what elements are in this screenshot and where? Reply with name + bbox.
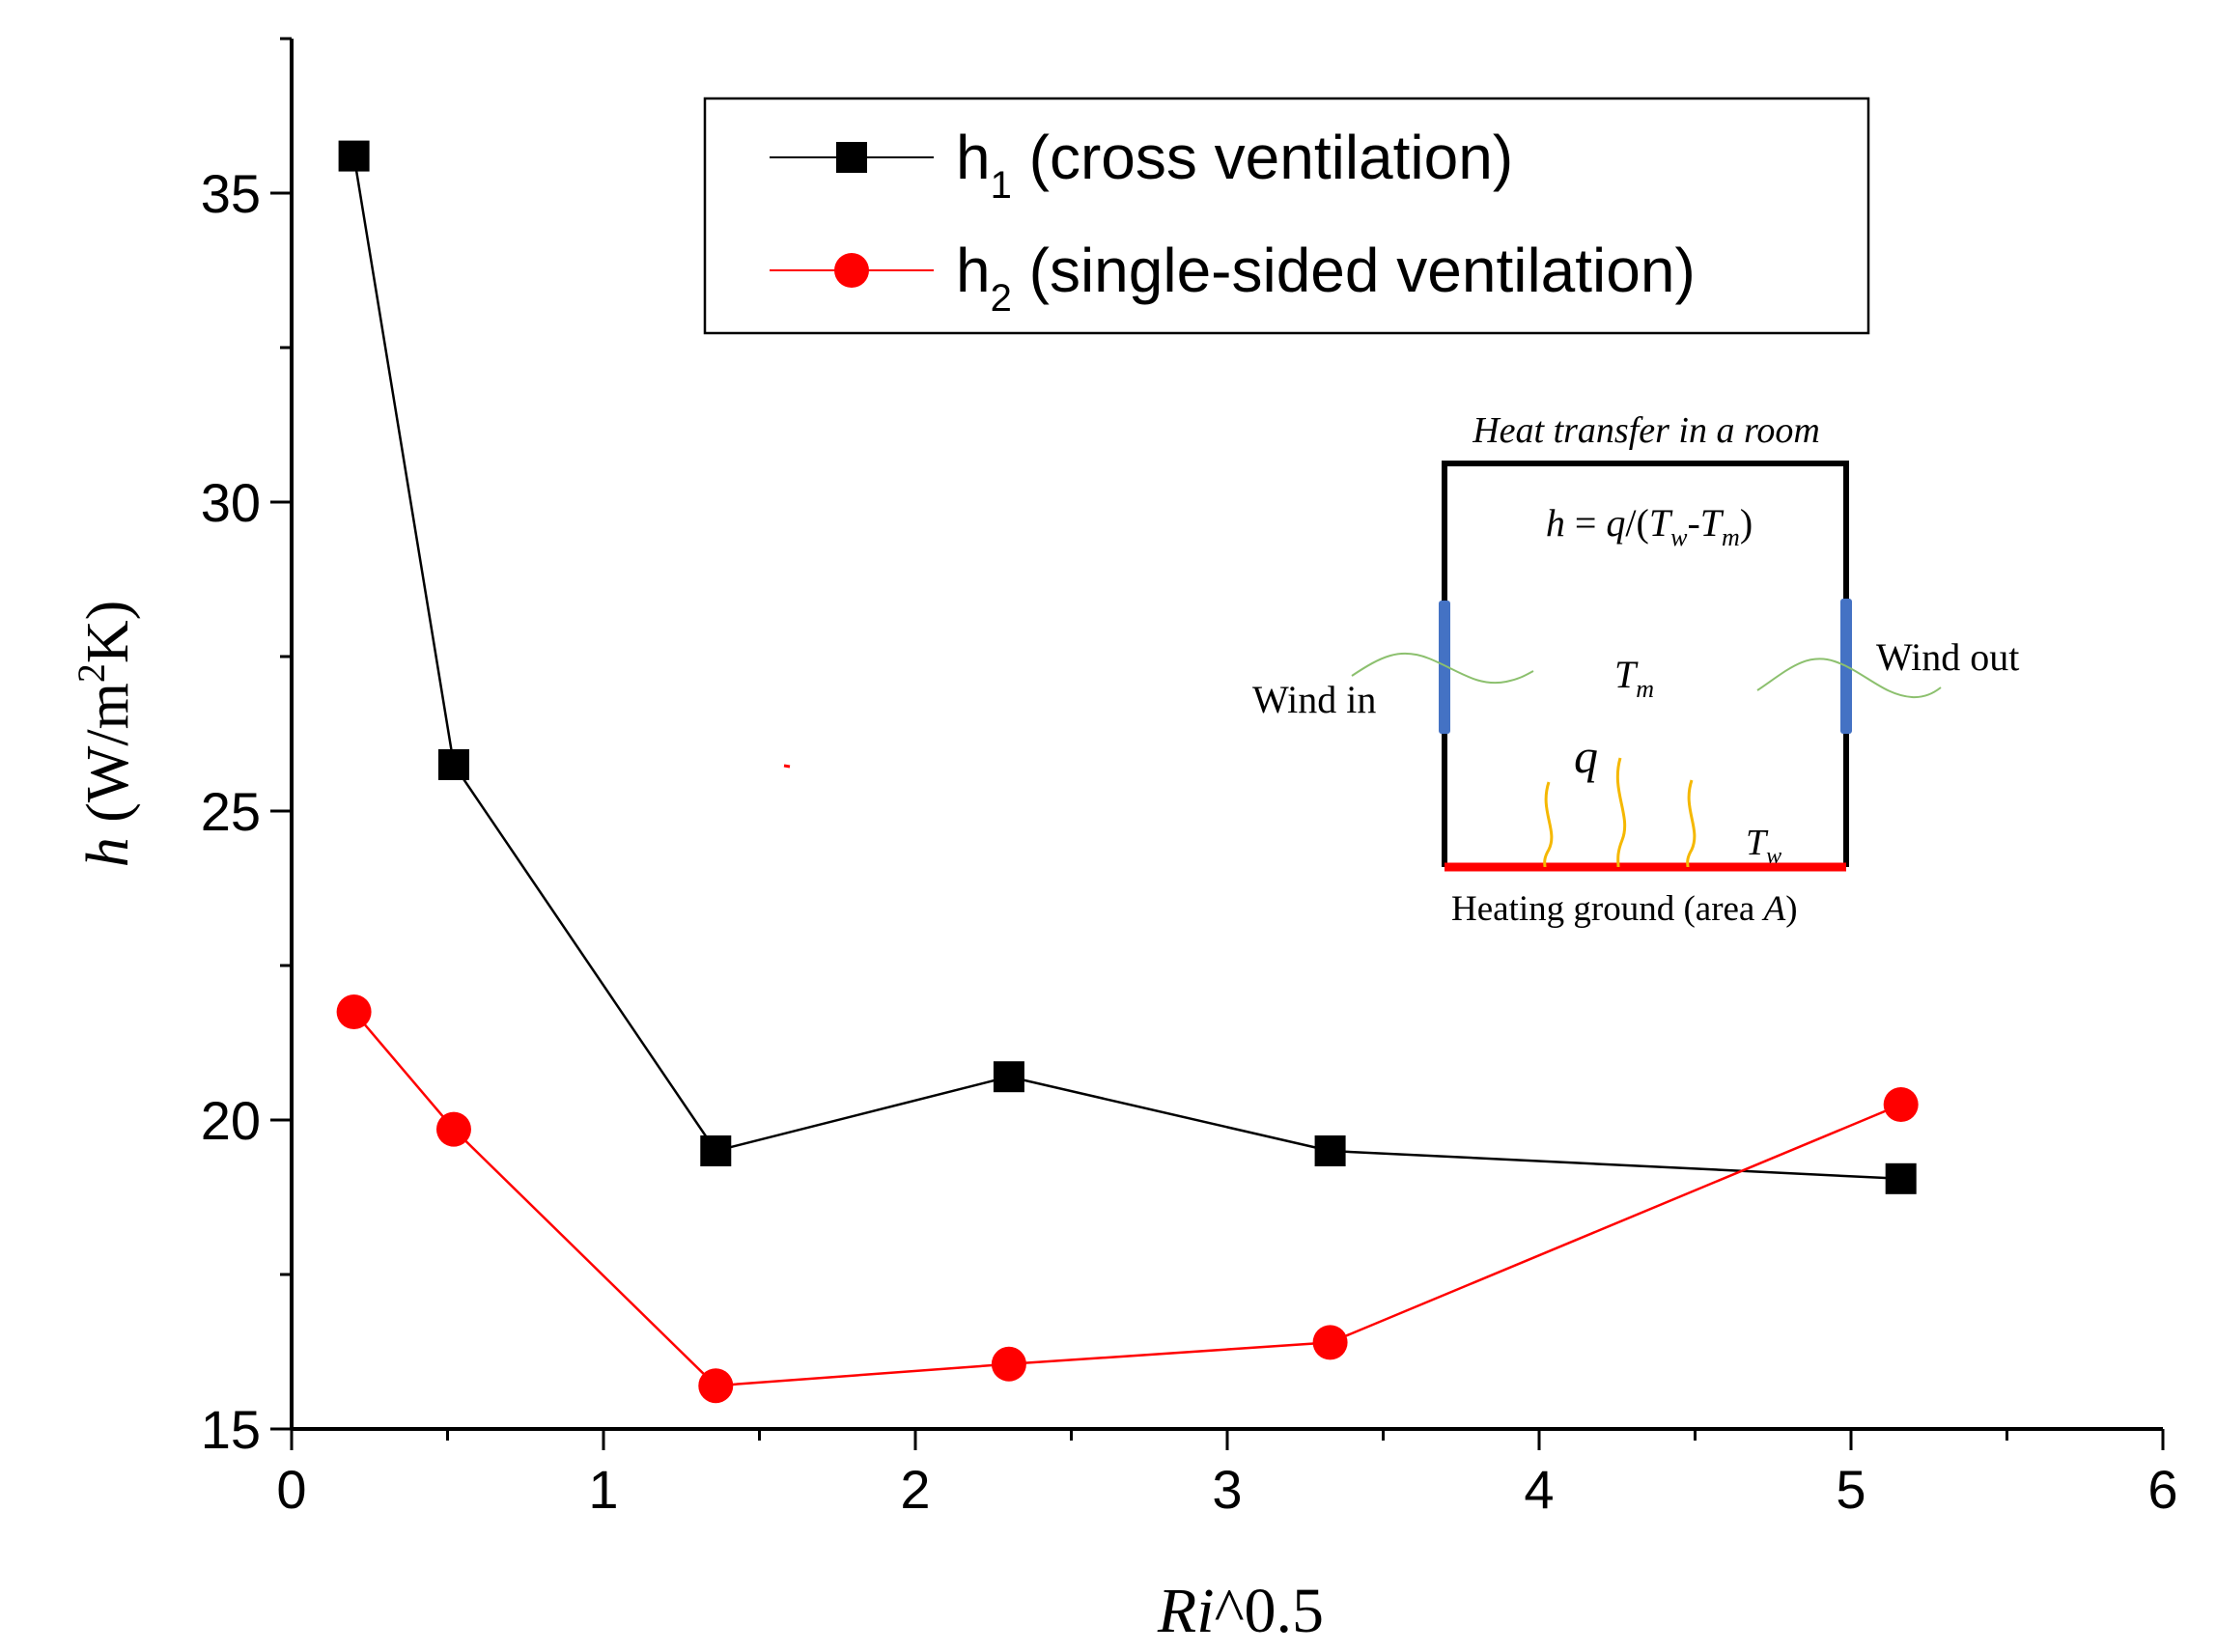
legend-label-h1: h1 (cross ventilation)	[956, 123, 1513, 207]
tm-label: Tm	[1614, 653, 1654, 703]
legend-box	[703, 97, 1870, 335]
inset-formula: h = q/(Tw-Tm)	[1546, 501, 1753, 551]
inset-title: Heat transfer in a room	[1472, 410, 1820, 451]
axis-ticks	[270, 37, 2165, 1450]
svg-text:h (W/m2K): h (W/m2K)	[70, 601, 141, 868]
x-tick-label: 4	[1524, 1459, 1554, 1520]
series-line-h2	[352, 1011, 1902, 1387]
legend-label-h2: h2 (single-sided ventilation)	[956, 236, 1696, 320]
x-tick-label: 2	[900, 1459, 930, 1520]
heat-wave-icon	[1686, 779, 1697, 868]
tw-label: Tw	[1746, 823, 1781, 869]
y-tick-label: 30	[201, 472, 261, 533]
window-left	[1439, 601, 1450, 734]
wind-out-icon	[1756, 658, 1942, 699]
ground-label: Heating ground (area A)	[1451, 889, 1798, 929]
x-tick-label: 5	[1836, 1459, 1865, 1520]
data-point-h1	[338, 140, 370, 172]
data-point-h2	[1883, 1087, 1919, 1122]
wind-in-label: Wind in	[1252, 678, 1376, 721]
x-tick-label: 0	[276, 1459, 306, 1520]
heat-wave-icon	[1543, 781, 1554, 868]
data-point-h2	[1312, 1325, 1348, 1360]
x-tick-label: 6	[2147, 1459, 2177, 1520]
axis-tick-labels: 0 1 2 3 4 5 6 15 20 25 30 35	[201, 163, 2178, 1520]
legend-marker-h1	[836, 142, 867, 173]
series-layer	[336, 140, 1919, 1404]
data-point-h1	[1314, 1135, 1346, 1166]
wind-out-label: Wind out	[1876, 635, 2019, 679]
q-label: q	[1574, 729, 1598, 783]
y-tick-label: 20	[201, 1090, 261, 1151]
y-tick-label: 35	[201, 163, 261, 224]
data-point-h1	[437, 749, 469, 780]
x-tick-label: 1	[588, 1459, 618, 1520]
data-point-h2	[336, 994, 372, 1029]
data-point-h2	[435, 1111, 471, 1147]
data-point-h1	[993, 1061, 1024, 1093]
legend-marker-h2	[834, 253, 869, 288]
wind-in-icon	[1351, 652, 1534, 685]
y-axis-title: h (W/m2K)	[70, 601, 141, 868]
stray-mark	[783, 764, 791, 769]
inset-diagram: Heat transfer in a room h = q/(Tw-Tm) Wi…	[1252, 410, 2019, 929]
legend: h1 (cross ventilation) h2 (single-sided …	[703, 97, 1870, 335]
x-axis-title: Ri^0.5	[1157, 1576, 1324, 1646]
data-point-h2	[698, 1368, 734, 1404]
data-point-h2	[991, 1346, 1026, 1382]
series-line-h1	[352, 155, 1901, 1181]
data-point-h1	[1885, 1162, 1917, 1194]
heat-wave-icon	[1615, 757, 1627, 868]
y-tick-label: 25	[201, 781, 261, 842]
y-tick-label: 15	[201, 1399, 261, 1460]
x-tick-label: 3	[1212, 1459, 1242, 1520]
data-point-h1	[700, 1135, 732, 1166]
